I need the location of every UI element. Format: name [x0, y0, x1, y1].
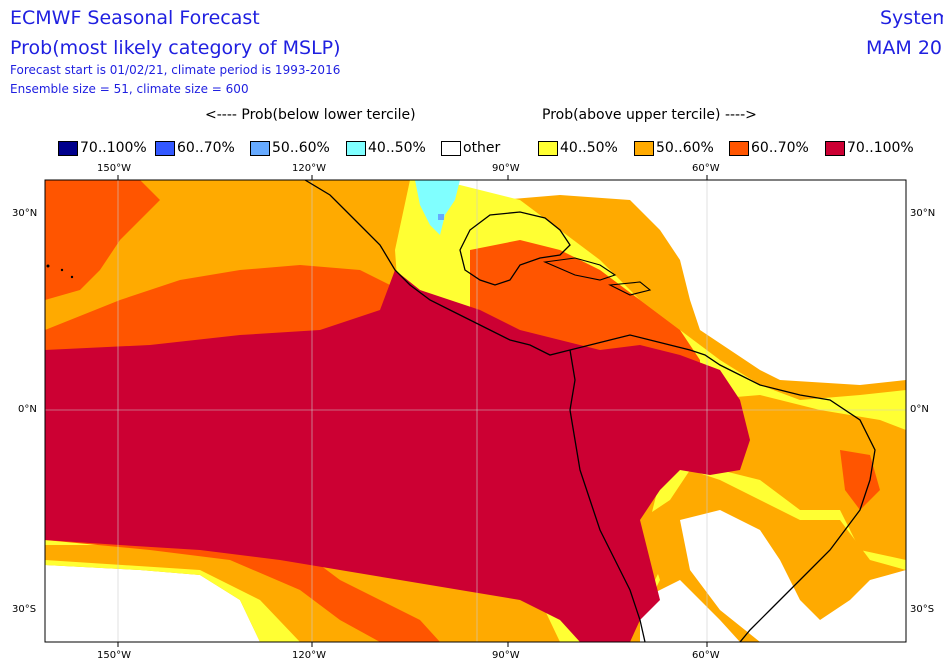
- below-tercile-label: <---- Prob(below lower tercile): [205, 107, 416, 123]
- legend-item: 60..70%: [155, 139, 235, 157]
- legend-label: 60..70%: [751, 140, 809, 156]
- legend-item: 50..60%: [634, 139, 714, 157]
- lon-label-top: 90°W: [492, 163, 520, 174]
- legend-swatch: [58, 140, 78, 156]
- legend-item: 60..70%: [729, 139, 809, 157]
- field-other: [680, 510, 906, 642]
- system-label: System: [880, 7, 943, 29]
- island-outline: [608, 281, 652, 296]
- map-title: ECMWF Seasonal Forecast: [10, 7, 260, 29]
- legend-item: 70..100%: [58, 139, 147, 157]
- field-60-70: [45, 520, 440, 642]
- field-other: [640, 580, 740, 642]
- lat-label-left: 0°N: [18, 404, 37, 415]
- lon-label-bottom: 90°W: [492, 650, 520, 661]
- legend-swatch: [250, 140, 270, 156]
- ensemble-info-line: Ensemble size = 51, climate size = 600: [10, 82, 249, 96]
- forecast-info-line: Forecast start is 01/02/21, climate peri…: [10, 63, 341, 77]
- lon-label-top: 150°W: [97, 163, 131, 174]
- legend-item: 50..60%: [250, 139, 330, 157]
- legend-swatch: [825, 140, 845, 156]
- lon-label-top: 60°W: [692, 163, 720, 174]
- island-outline: [542, 257, 617, 281]
- legend-swatch: [441, 140, 461, 156]
- island-marker: [70, 275, 74, 279]
- legend-item: 40..50%: [538, 139, 618, 157]
- legend-swatch: [155, 140, 175, 156]
- legend-label: 40..50%: [368, 140, 426, 156]
- probability-fields: [45, 180, 906, 642]
- legend-label: 50..60%: [656, 140, 714, 156]
- legend-label: 70..100%: [847, 140, 914, 156]
- coastline: [304, 180, 876, 642]
- lon-label-bottom: 150°W: [97, 650, 131, 661]
- legend-label: 40..50%: [560, 140, 618, 156]
- field-other: [45, 565, 260, 642]
- legend-swatch: [634, 140, 654, 156]
- legend-item: 70..100%: [825, 139, 914, 157]
- field-40-50-below: [415, 180, 460, 235]
- field-60-70: [840, 450, 880, 510]
- field-50-60-below: [438, 214, 444, 220]
- map-frame: [44, 179, 907, 643]
- lat-label-left: 30°N: [12, 208, 38, 219]
- legend-item: other: [441, 139, 500, 157]
- map-subtitle: Prob(most likely category of MSLP): [10, 37, 341, 59]
- coastline: [569, 349, 646, 642]
- lat-label-right: 0°N: [910, 404, 929, 415]
- legend-swatch: [346, 140, 366, 156]
- island-marker: [46, 264, 50, 268]
- field-70-100: [45, 270, 750, 642]
- lat-label-right: 30°N: [910, 208, 936, 219]
- legend-item: 40..50%: [346, 139, 426, 157]
- lon-label-bottom: 120°W: [292, 650, 326, 661]
- legend-label: 70..100%: [80, 140, 147, 156]
- field-60-70: [45, 180, 160, 300]
- coastline: [459, 211, 571, 286]
- field-60-70: [45, 265, 410, 350]
- lat-label-right: 30°S: [910, 604, 935, 615]
- season-label: MAM 20: [866, 37, 942, 59]
- lat-label-left: 30°S: [12, 604, 37, 615]
- field-other: [420, 180, 906, 385]
- lon-label-bottom: 60°W: [692, 650, 720, 661]
- legend-label: other: [463, 140, 501, 156]
- legend-swatch: [538, 140, 558, 156]
- island-marker: [60, 268, 64, 272]
- legend-swatch: [729, 140, 749, 156]
- legend-label: 50..60%: [272, 140, 330, 156]
- legend-label: 60..70%: [177, 140, 235, 156]
- lon-label-top: 120°W: [292, 163, 326, 174]
- above-tercile-label: Prob(above upper tercile) ---->: [542, 107, 757, 123]
